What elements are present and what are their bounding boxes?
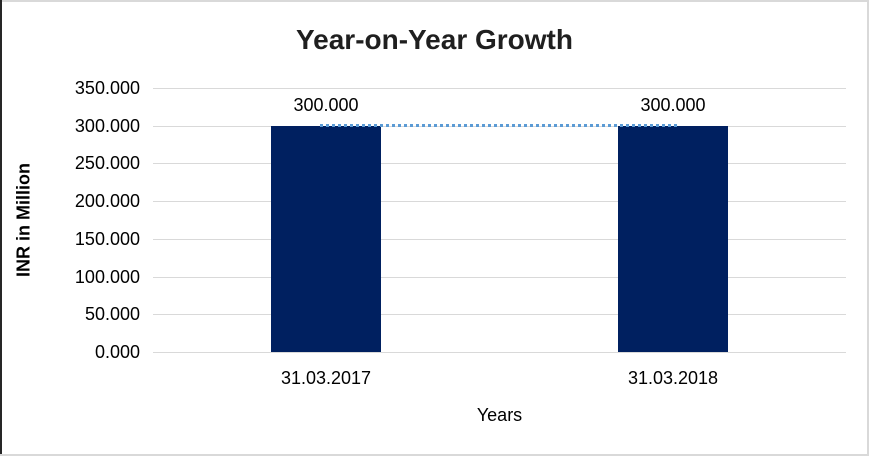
y-axis-tick-label: 300.000: [74, 116, 140, 136]
y-gridline: [153, 352, 846, 353]
x-axis-category-label: 31.03.2018: [627, 368, 719, 388]
frame-border-right: [867, 0, 869, 456]
y-axis-tick-label: 200.000: [74, 191, 140, 211]
y-gridline: [153, 201, 846, 202]
y-gridline: [153, 239, 846, 240]
bar-data-label: 300.000: [640, 95, 706, 115]
dotted-trend-line: [320, 124, 679, 127]
x-axis-category-label: 31.03.2017: [280, 368, 372, 388]
y-axis-tick-label: 350.000: [74, 78, 140, 98]
bar: [618, 126, 728, 352]
bar: [271, 126, 381, 352]
y-axis-tick-label: 100.000: [74, 267, 140, 287]
y-gridline: [153, 277, 846, 278]
x-axis-title: Years: [476, 405, 523, 425]
y-gridline: [153, 88, 846, 89]
y-gridline: [153, 314, 846, 315]
y-axis-tick-label: 0.000: [94, 342, 140, 362]
frame-border-bottom: [0, 454, 869, 456]
bar-data-label: 300.000: [293, 95, 359, 115]
frame-border-top: [0, 0, 869, 2]
y-axis-tick-label: 150.000: [74, 229, 140, 249]
y-axis-tick-label: 250.000: [74, 153, 140, 173]
y-gridline: [153, 163, 846, 164]
y-axis-tick-label: 50.000: [84, 304, 140, 324]
y-axis-title: INR in Million: [13, 163, 34, 277]
frame-border-left: [0, 0, 2, 456]
chart-title: Year-on-Year Growth: [296, 24, 573, 55]
